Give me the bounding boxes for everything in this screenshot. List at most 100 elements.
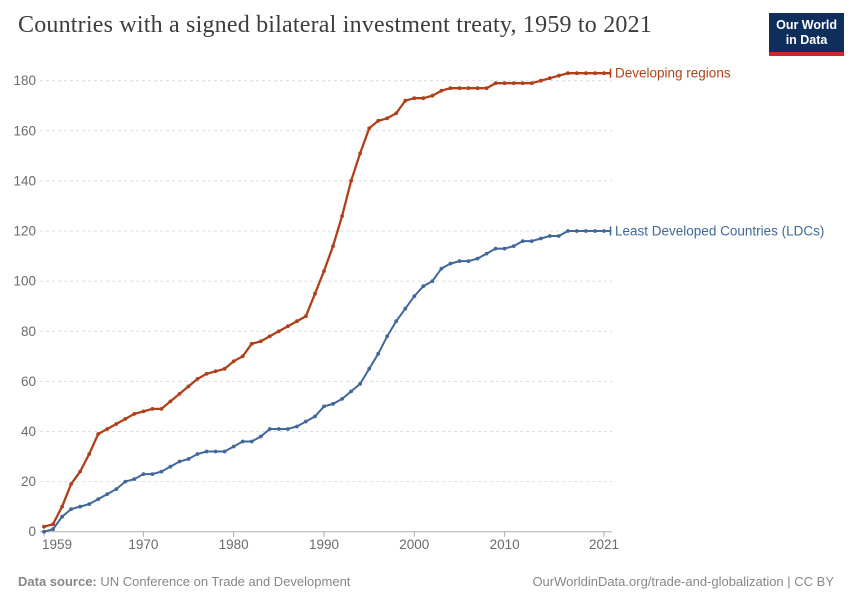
data-point-least-developed-countries [602,229,606,233]
data-point-least-developed-countries [123,479,128,484]
data-point-developing-regions [177,392,182,396]
data-point-least-developed-countries [358,382,362,386]
data-point-developing-regions [584,71,588,76]
data-point-least-developed-countries [403,306,408,311]
data-point-developing-regions [430,93,435,98]
data-point-developing-regions [376,118,381,123]
data-point-least-developed-countries [78,504,82,509]
data-point-developing-regions [502,81,507,86]
data-point-developing-regions [412,96,417,101]
data-point-developing-regions [511,81,516,86]
data-point-developing-regions [403,98,408,103]
data-point-least-developed-countries [376,351,381,356]
data-point-developing-regions [276,329,281,334]
data-point-developing-regions [87,452,92,456]
data-point-developing-regions [60,504,64,509]
series-least-developed-countries[interactable]: Least Developed Countries (LDCs) [42,224,824,534]
data-point-developing-regions [195,377,200,381]
y-axis-tick-label: 80 [21,324,36,339]
y-axis-tick-label: 40 [21,424,36,439]
data-point-developing-regions [123,417,128,421]
data-point-developing-regions [538,78,543,83]
data-point-least-developed-countries [421,284,426,289]
data-point-developing-regions [349,179,353,183]
x-axis-tick-label: 1970 [128,537,158,552]
data-point-least-developed-countries [430,279,435,283]
data-point-developing-regions [159,407,164,411]
data-point-least-developed-countries [484,251,489,256]
data-point-least-developed-countries [69,507,73,511]
data-point-developing-regions [78,469,82,474]
y-axis-tick-label: 160 [13,123,36,138]
data-point-developing-regions [331,244,335,249]
data-point-developing-regions [529,81,534,86]
data-point-least-developed-countries [547,234,552,238]
data-point-least-developed-countries [42,529,46,534]
series-line-least-developed-countries[interactable] [43,230,610,533]
series-line-developing-regions[interactable] [43,72,610,528]
data-point-least-developed-countries [240,439,245,444]
x-axis-tick-label: 2021 [589,537,619,552]
data-point-least-developed-countries [340,397,344,401]
data-point-least-developed-countries [177,459,182,464]
data-point-least-developed-countries [313,414,317,419]
x-axis-tick-label: 1990 [309,537,339,552]
data-point-least-developed-countries [511,244,516,249]
data-point-least-developed-countries [322,404,326,409]
data-point-developing-regions [231,359,236,364]
data-point-least-developed-countries [60,514,64,519]
data-point-developing-regions [421,96,426,101]
data-source: Data source: UN Conference on Trade and … [18,574,350,589]
data-point-developing-regions [566,71,570,76]
x-axis-tick-label: 2010 [490,537,520,552]
series-label-developing-regions[interactable]: Developing regions [615,66,731,81]
data-point-least-developed-countries [475,256,480,261]
data-point-least-developed-countries [222,449,227,454]
data-point-least-developed-countries [556,234,561,238]
data-point-developing-regions [385,116,390,121]
x-axis-tick-label: 1980 [219,537,249,552]
data-point-developing-regions [394,111,399,116]
data-point-least-developed-countries [186,457,191,461]
data-point-least-developed-countries [593,229,597,233]
data-point-developing-regions [132,412,137,416]
data-point-developing-regions [96,432,101,436]
data-point-least-developed-countries [538,236,543,241]
data-point-least-developed-countries [204,449,209,454]
data-point-developing-regions [466,86,471,91]
data-point-developing-regions [240,354,245,359]
data-point-least-developed-countries [132,477,137,481]
data-source-label: Data source: [18,574,97,589]
chart-footer: Data source: UN Conference on Trade and … [18,574,834,589]
data-point-least-developed-countries [195,452,200,456]
data-point-developing-regions [267,334,272,339]
y-axis-tick-label: 120 [13,224,36,239]
data-point-developing-regions [168,399,173,404]
data-point-developing-regions [340,214,344,218]
data-point-least-developed-countries [331,402,335,406]
owid-cc-link[interactable]: OurWorldinData.org/trade-and-globalizati… [532,574,834,589]
data-point-developing-regions [593,71,597,76]
data-point-least-developed-countries [304,419,308,424]
owid-logo[interactable]: Our World in Data [769,13,844,56]
data-point-developing-regions [249,341,254,346]
data-point-least-developed-countries [349,389,353,394]
y-axis-tick-label: 60 [21,374,36,389]
data-point-developing-regions [141,409,146,414]
data-point-developing-regions [69,482,73,486]
data-point-least-developed-countries [466,259,471,263]
data-point-least-developed-countries [439,266,444,271]
series-developing-regions[interactable]: Developing regions [42,66,731,529]
data-point-least-developed-countries [394,319,399,324]
data-point-least-developed-countries [231,444,236,449]
data-point-developing-regions [547,76,552,81]
data-point-developing-regions [51,522,55,527]
data-point-least-developed-countries [168,464,173,469]
data-point-developing-regions [286,324,290,329]
series-label-least-developed-countries[interactable]: Least Developed Countries (LDCs) [615,224,824,239]
data-point-least-developed-countries [249,439,254,444]
data-point-developing-regions [322,269,326,273]
data-point-developing-regions [304,314,308,319]
